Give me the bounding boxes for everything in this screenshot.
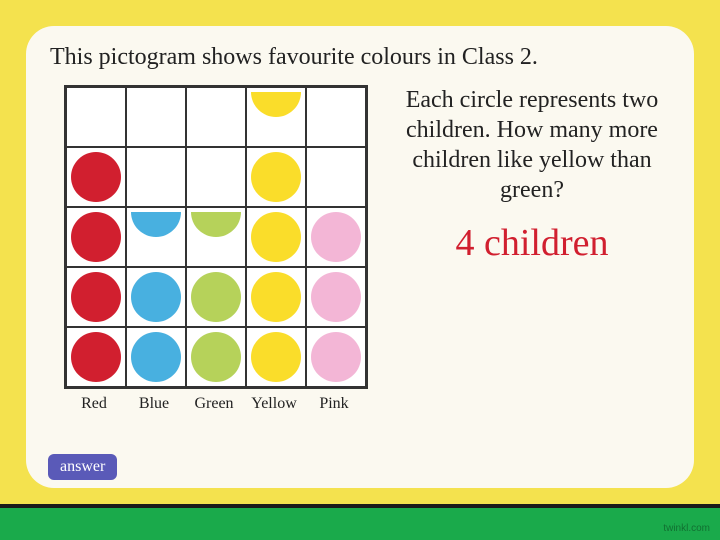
pictogram-circle: [131, 272, 181, 322]
pictogram-circle: [191, 272, 241, 322]
pictogram-cell: [246, 327, 306, 387]
content-card: This pictogram shows favourite colours i…: [26, 26, 694, 488]
column-label: Green: [184, 395, 244, 413]
pictogram-circle: [71, 152, 121, 202]
answer-text: 4 children: [398, 221, 666, 265]
pictogram-circle: [251, 212, 301, 262]
pictogram-cell: [66, 267, 126, 327]
side-panel: Each circle represents two children. How…: [394, 85, 670, 265]
pictogram-cell: [306, 327, 366, 387]
pictogram-cell: [306, 207, 366, 267]
watermark: twinkl.com: [663, 523, 710, 534]
column-label: Yellow: [244, 395, 304, 413]
pictogram-circle: [71, 272, 121, 322]
pictogram-cell: [306, 267, 366, 327]
pictogram-circle: [251, 272, 301, 322]
column-label: Red: [64, 395, 124, 413]
question-text: Each circle represents two children. How…: [398, 85, 666, 205]
pictogram-half-circle: [251, 92, 301, 117]
pictogram-cell: [66, 147, 126, 207]
pictogram-cell: [246, 207, 306, 267]
pictogram-circle: [191, 332, 241, 382]
column-label: Pink: [304, 395, 364, 413]
pictogram-cell: [306, 87, 366, 147]
pictogram-circle: [71, 332, 121, 382]
pictogram-cell: [66, 327, 126, 387]
pictogram-circle: [311, 332, 361, 382]
column-label: Blue: [124, 395, 184, 413]
pictogram-cell: [126, 207, 186, 267]
pictogram-cell: [306, 147, 366, 207]
pictogram-labels: RedBlueGreenYellowPink: [64, 395, 384, 413]
pictogram-half-circle: [191, 212, 241, 237]
pictogram-cell: [126, 87, 186, 147]
content-row: RedBlueGreenYellowPink Each circle repre…: [50, 85, 670, 413]
answer-button[interactable]: answer: [48, 454, 117, 480]
pictogram-cell: [126, 327, 186, 387]
bottom-stripe: [0, 504, 720, 540]
pictogram-circle: [251, 152, 301, 202]
pictogram-cell: [126, 267, 186, 327]
page-title: This pictogram shows favourite colours i…: [50, 44, 670, 71]
pictogram-circle: [311, 272, 361, 322]
pictogram-cell: [246, 267, 306, 327]
pictogram-cell: [246, 147, 306, 207]
pictogram-cell: [186, 87, 246, 147]
pictogram-cell: [186, 207, 246, 267]
pictogram-half-circle: [131, 212, 181, 237]
pictogram-circle: [131, 332, 181, 382]
pictogram-circle: [251, 332, 301, 382]
pictogram-cell: [186, 267, 246, 327]
pictogram-cell: [66, 87, 126, 147]
pictogram-block: RedBlueGreenYellowPink: [50, 85, 384, 413]
pictogram-cell: [66, 207, 126, 267]
pictogram-circle: [71, 212, 121, 262]
pictogram-cell: [186, 327, 246, 387]
pictogram-circle: [311, 212, 361, 262]
pictogram-grid: [64, 85, 368, 389]
pictogram-cell: [186, 147, 246, 207]
pictogram-cell: [126, 147, 186, 207]
pictogram-cell: [246, 87, 306, 147]
